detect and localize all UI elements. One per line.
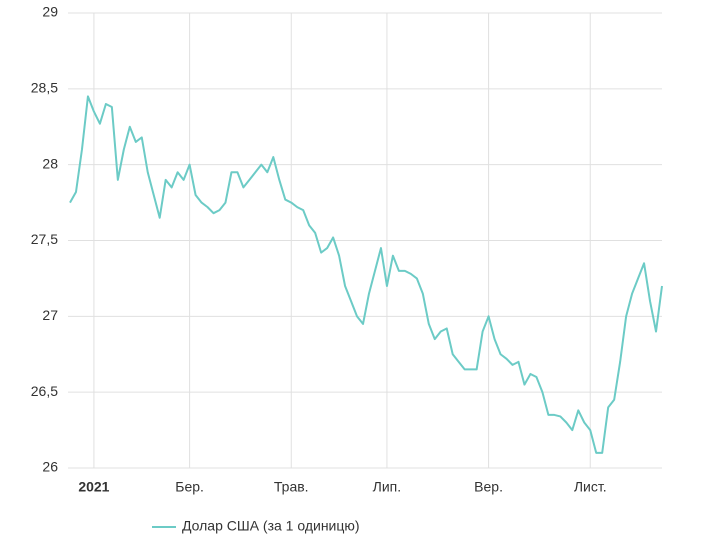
y-tick-label: 26: [42, 459, 58, 475]
legend-label: Долар США (за 1 одиницю): [182, 518, 360, 534]
x-tick-label: Лип.: [373, 479, 401, 495]
x-tick-label: 2021: [78, 479, 109, 495]
y-tick-label: 26,5: [31, 383, 58, 399]
y-tick-label: 27,5: [31, 231, 58, 247]
y-tick-label: 28,5: [31, 80, 58, 96]
x-tick-label: Трав.: [274, 479, 309, 495]
y-tick-label: 28: [42, 155, 58, 171]
x-tick-label: Вер.: [474, 479, 503, 495]
line-series: [69, 95, 663, 454]
x-tick-label: Лист.: [574, 479, 607, 495]
y-tick-label: 27: [42, 307, 58, 323]
y-tick-label: 29: [42, 4, 58, 20]
x-tick-label: Бер.: [175, 479, 204, 495]
